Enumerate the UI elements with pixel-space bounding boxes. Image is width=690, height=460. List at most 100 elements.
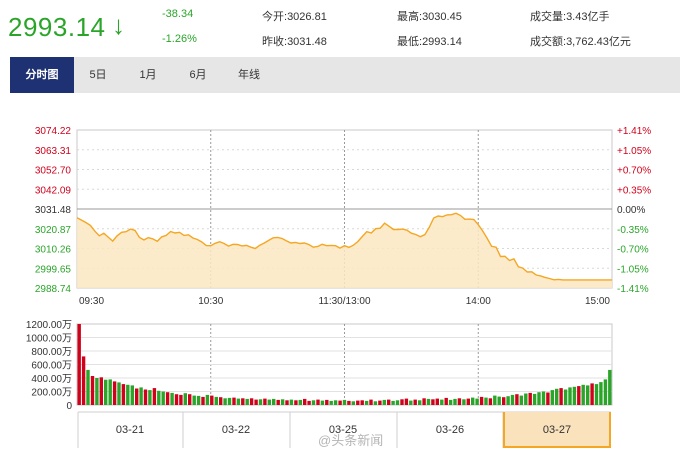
volume-bar — [245, 398, 249, 405]
volume-bar — [488, 398, 493, 406]
volume-bar — [475, 398, 479, 405]
volume-bar — [603, 379, 608, 405]
volume-tick-label: 200.00万 — [31, 388, 72, 399]
volume-bar — [183, 393, 187, 405]
volume-bar — [563, 389, 568, 405]
volume-bar — [285, 400, 289, 405]
volume-bar — [130, 385, 134, 405]
low-stat: 最低:2993.14 — [397, 33, 462, 49]
volume-bar — [117, 382, 121, 405]
tab-intraday[interactable]: 分时图 — [10, 57, 74, 93]
volume-bar — [205, 394, 210, 405]
volume-bar — [453, 398, 457, 405]
volume-bar — [524, 393, 528, 405]
volume-bar — [581, 384, 585, 406]
tab-5-day[interactable]: 5日 — [89, 69, 107, 81]
volume-bar — [404, 398, 409, 405]
volume-bar — [387, 399, 391, 405]
y-tick-label-right: +0.35% — [617, 185, 651, 196]
volume-bar — [532, 393, 537, 405]
volume-bar — [77, 324, 81, 405]
volume-bar — [568, 387, 572, 405]
volume-bar — [572, 386, 577, 405]
volume-bar — [254, 399, 258, 405]
volume-bar — [347, 400, 351, 405]
volume-bar — [99, 377, 103, 405]
volume-tick-label: 1000.00万 — [26, 334, 72, 345]
date-tab-0325[interactable]: 03-25 — [328, 424, 358, 436]
volume-tick-label: 600.00万 — [31, 361, 72, 372]
x-tick-label: 11:30/13:00 — [318, 296, 371, 307]
down-arrow-icon: ↓ — [112, 10, 125, 40]
y-tick-label-right: -1.41% — [617, 284, 649, 295]
volume-bar — [325, 399, 329, 405]
x-tick-label: 15:00 — [585, 296, 610, 307]
volume-bar — [223, 398, 227, 406]
high-label: 最高: — [397, 11, 423, 23]
volume-bar — [170, 392, 174, 406]
date-tab-0322[interactable]: 03-22 — [221, 424, 251, 436]
volume-bar — [329, 400, 333, 405]
volume-bar — [541, 391, 546, 405]
volume-bar — [356, 400, 360, 405]
volume-bar — [303, 398, 307, 405]
date-tab-0327[interactable]: 03-27 — [503, 412, 611, 448]
volume-tick-label: 800.00万 — [31, 347, 72, 358]
volume-bar — [577, 386, 581, 405]
volume-bar — [493, 395, 497, 405]
volume-bar — [263, 398, 267, 405]
y-tick-label-right: 0.00% — [617, 205, 645, 216]
volume-bar — [307, 400, 311, 405]
watermark-text: @头条新闻 — [318, 433, 384, 448]
volume-bar — [135, 388, 139, 405]
volume-bar — [86, 369, 90, 405]
volume-bar — [506, 396, 510, 405]
tab-1-month[interactable]: 1月 — [139, 69, 157, 81]
price-area — [77, 213, 612, 288]
date-tab-0321[interactable]: 03-21 — [115, 424, 145, 436]
y-tick-label-left: 2988.74 — [35, 284, 72, 295]
y-tick-label-left: 3042.09 — [35, 185, 72, 196]
volume-bar — [546, 392, 550, 405]
volume-bar — [409, 400, 413, 405]
volume-bar — [382, 399, 386, 405]
high-value: 3030.45 — [422, 11, 462, 23]
low-label: 最低: — [397, 36, 423, 48]
volume-bar — [413, 399, 417, 405]
volume-bar — [152, 388, 157, 405]
low-value: 2993.14 — [422, 36, 462, 48]
y-tick-label-left: 3074.22 — [35, 126, 72, 137]
volume-bar — [550, 390, 554, 405]
volume-bar — [179, 394, 183, 405]
volume-bar — [108, 379, 112, 405]
volume-bar — [121, 384, 126, 405]
y-tick-label-right: +1.05% — [617, 146, 651, 157]
y-tick-label-right: -1.05% — [617, 264, 649, 275]
volume-bar — [342, 399, 347, 405]
volume-bar — [298, 399, 302, 405]
open-value: 3026.81 — [287, 11, 327, 23]
volume-bar — [214, 396, 218, 405]
volume-bar — [258, 399, 263, 405]
volume-bar — [422, 398, 426, 406]
high-stat: 最高:3030.45 — [397, 8, 462, 24]
volume-bar — [143, 389, 148, 405]
tab-yearly[interactable]: 年线 — [238, 69, 260, 81]
volume-bar — [484, 397, 488, 405]
y-tick-label-right: +1.41% — [617, 126, 651, 137]
x-tick-label: 10:30 — [198, 296, 223, 307]
date-tab-0326[interactable]: 03-26 — [435, 424, 465, 436]
current-price: 2993.14 — [8, 12, 106, 42]
volume-bar — [333, 400, 338, 405]
volume-bar — [364, 400, 369, 405]
volume-bar — [395, 400, 400, 405]
volume-panel-frame — [76, 323, 613, 406]
volume-bar — [241, 398, 245, 406]
volume-bar — [249, 398, 254, 406]
tab-6-month[interactable]: 6月 — [189, 69, 207, 81]
volume-bar — [351, 401, 355, 405]
open-stat: 今开:3026.81 — [262, 8, 327, 24]
volume-bar — [112, 381, 117, 405]
volume-bar — [196, 395, 201, 405]
volume-bar — [528, 392, 532, 406]
